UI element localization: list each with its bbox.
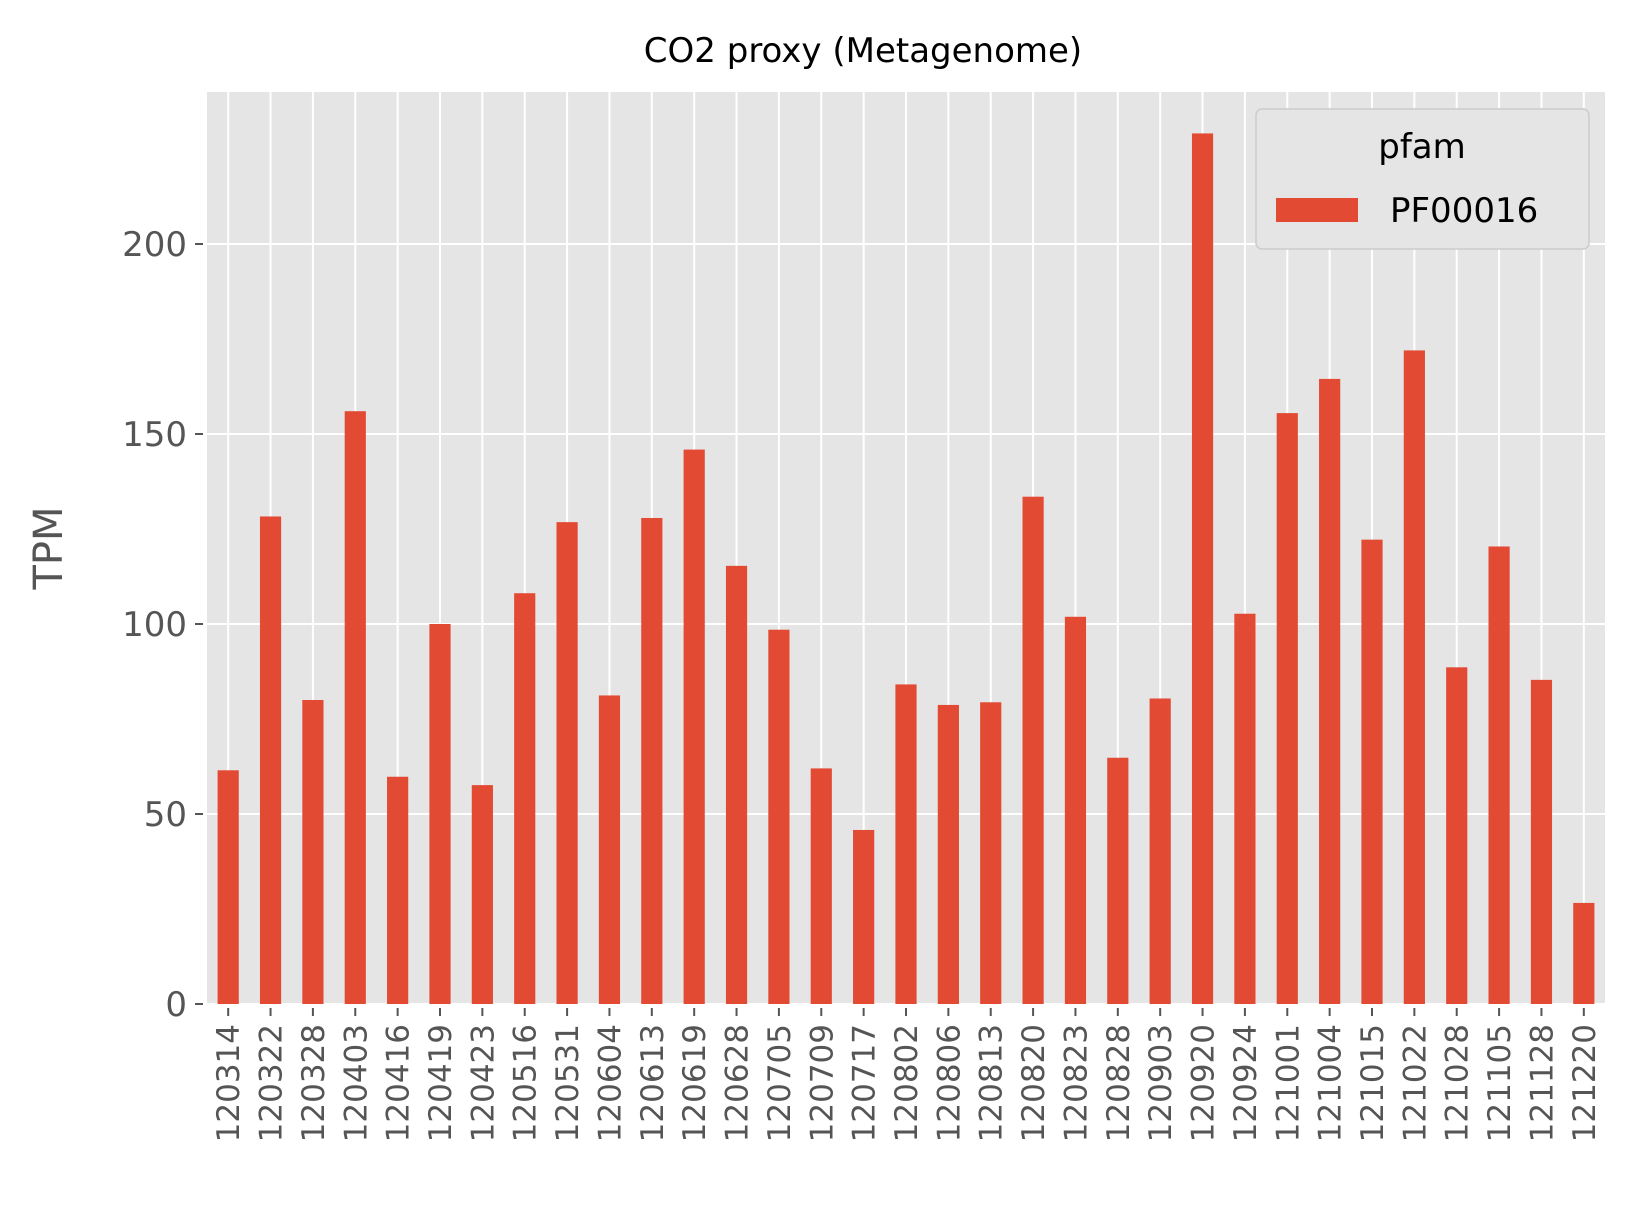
x-tick-label: 120328 (296, 1024, 332, 1142)
bar (1149, 698, 1171, 1004)
y-tick-label: 100 (122, 605, 187, 645)
legend-title: pfam (1378, 127, 1466, 167)
bar (1446, 667, 1468, 1004)
y-axis: 0 50 100 150 200 (122, 225, 203, 1025)
x-tick-label: 120802 (889, 1024, 925, 1142)
legend: pfam PF00016 (1255, 108, 1590, 250)
bar (1573, 902, 1595, 1004)
bar (1276, 413, 1298, 1005)
bar (1107, 757, 1129, 1004)
bar (683, 449, 705, 1005)
x-tick-label: 120820 (1016, 1024, 1052, 1142)
bar (598, 695, 621, 1004)
bar (810, 768, 832, 1004)
x-tick-label: 120423 (465, 1024, 501, 1142)
bar (641, 517, 663, 1004)
bar (1319, 378, 1341, 1004)
x-tick-label: 120920 (1186, 1024, 1222, 1142)
x-tick-label: 120828 (1101, 1024, 1137, 1142)
y-tick-label: 0 (165, 985, 187, 1025)
x-tick-label: 121220 (1567, 1024, 1603, 1142)
bar (302, 700, 324, 1004)
bar (1191, 133, 1214, 1005)
y-tick-label: 200 (122, 225, 187, 265)
bar (768, 629, 790, 1004)
x-tick-label: 120322 (254, 1024, 290, 1142)
bar (1022, 496, 1044, 1004)
bar (1361, 539, 1383, 1004)
x-tick-label: 120416 (381, 1024, 417, 1142)
x-tick-label: 120823 (1058, 1024, 1094, 1142)
x-tick-label: 120419 (423, 1024, 459, 1142)
bar (980, 702, 1002, 1004)
legend-swatch (1276, 198, 1358, 222)
bar (1064, 616, 1087, 1004)
x-axis: 120314 120322 120328 120403 120416 120419 1204… (211, 1008, 1603, 1142)
bar (471, 785, 493, 1004)
x-tick-label: 120613 (635, 1024, 671, 1142)
bar (344, 411, 366, 1004)
x-tick-label: 121001 (1270, 1024, 1306, 1142)
bar (556, 522, 578, 1004)
x-tick-label: 120717 (847, 1024, 883, 1142)
bar (259, 516, 282, 1004)
x-tick-label: 120314 (211, 1024, 247, 1142)
x-tick-label: 120924 (1228, 1024, 1264, 1142)
x-tick-label: 120619 (677, 1024, 713, 1142)
x-tick-label: 120903 (1143, 1024, 1179, 1142)
y-tick-label: 150 (122, 415, 187, 455)
legend-entry-label: PF00016 (1390, 191, 1538, 231)
x-tick-label: 121105 (1482, 1024, 1518, 1142)
bar (1234, 613, 1256, 1004)
bar (217, 770, 239, 1004)
x-tick-label: 120516 (508, 1024, 544, 1142)
x-tick-label: 120403 (338, 1024, 374, 1142)
x-tick-label: 120604 (592, 1024, 628, 1142)
y-tick-label: 50 (144, 795, 187, 835)
x-tick-label: 121128 (1524, 1024, 1560, 1142)
y-axis-label: TPM (26, 506, 72, 590)
x-tick-label: 120806 (931, 1024, 967, 1142)
bar (1403, 350, 1425, 1004)
x-tick-label: 120813 (974, 1024, 1010, 1142)
bar (937, 704, 959, 1004)
bar (895, 684, 917, 1004)
x-tick-label: 121015 (1355, 1024, 1391, 1142)
bar (387, 776, 409, 1004)
bar (429, 624, 451, 1004)
chart-title: CO2 proxy (Metagenome) (644, 31, 1082, 71)
bar (514, 593, 536, 1004)
x-tick-label: 120531 (550, 1024, 586, 1142)
bar (853, 829, 875, 1004)
x-tick-label: 121022 (1397, 1024, 1433, 1142)
x-tick-label: 121004 (1313, 1024, 1349, 1142)
bar-series (217, 133, 1595, 1005)
x-tick-label: 120628 (720, 1024, 756, 1142)
x-tick-label: 120709 (804, 1024, 840, 1142)
x-tick-label: 120705 (762, 1024, 798, 1142)
x-tick-label: 121028 (1440, 1024, 1476, 1142)
bar (725, 565, 748, 1004)
bar (1530, 679, 1553, 1004)
bar (1488, 546, 1510, 1004)
